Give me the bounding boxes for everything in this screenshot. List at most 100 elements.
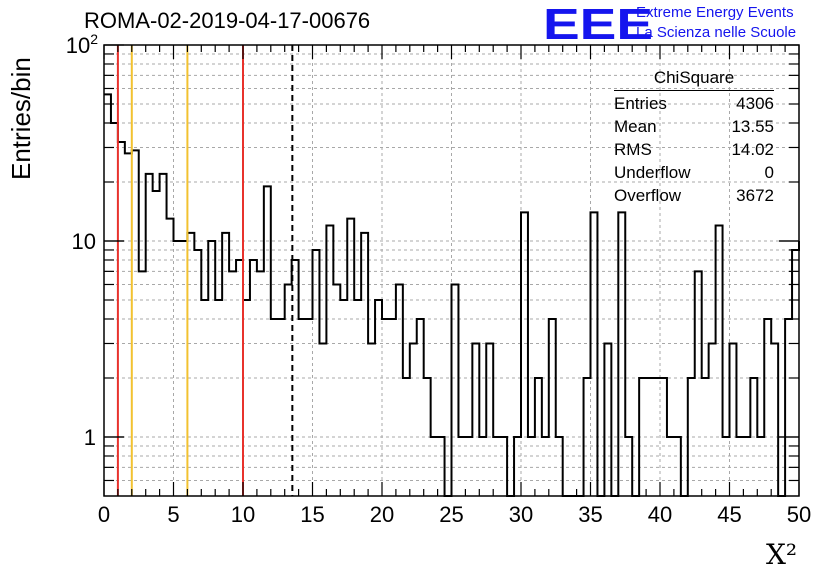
histogram-bin [194, 250, 201, 496]
histogram-bin [556, 437, 563, 496]
y-tick-label: 10 [72, 229, 96, 254]
histogram-bin [180, 241, 187, 496]
x-tick-label: 40 [648, 502, 672, 527]
logo-line-2: La Scienza nelle Scuole [636, 24, 797, 41]
stats-value: 4306 [736, 94, 774, 113]
histogram-bin [709, 343, 716, 496]
histogram-bin [646, 378, 653, 496]
stats-value: 14.02 [731, 140, 774, 159]
histogram-bin [660, 378, 667, 496]
histogram-bin [702, 378, 709, 496]
histogram-bin [132, 150, 139, 496]
histogram-bin [771, 343, 778, 496]
histogram-bin [271, 319, 278, 496]
stats-label: RMS [614, 140, 652, 159]
histogram-bin [549, 319, 556, 496]
x-tick-label: 25 [439, 502, 463, 527]
histogram-bin [750, 378, 757, 496]
histogram-bin [250, 260, 257, 496]
eee-logo: EEE [543, 0, 654, 49]
histogram-bin [264, 186, 271, 496]
x-tick-label: 15 [300, 502, 324, 527]
histogram-bin [361, 233, 368, 496]
histogram-bin [757, 437, 764, 496]
histogram-bin [326, 225, 333, 496]
stats-label: Underflow [614, 163, 691, 182]
chart-title: ROMA-02-2019-04-17-00676 [84, 8, 371, 33]
histogram-bin [792, 250, 799, 496]
histogram-bin [333, 284, 340, 496]
histogram-bin [160, 174, 167, 496]
histogram-bin [591, 212, 598, 496]
histogram-bin [479, 437, 486, 496]
histogram-bin [688, 378, 695, 496]
histogram-bin [215, 300, 222, 496]
histogram-bin [368, 343, 375, 496]
histogram-bin [118, 142, 125, 496]
histogram-bin [639, 378, 646, 496]
x-tick-label: 0 [98, 502, 110, 527]
histogram-bin [229, 271, 236, 496]
histogram-bin [438, 437, 445, 496]
stats-row-overflow: Overflow 3672 [614, 184, 774, 207]
x-tick-label: 35 [578, 502, 602, 527]
histogram-bin [125, 153, 132, 496]
histogram-bin [375, 300, 382, 496]
histogram-bin [139, 271, 146, 496]
histogram-bin [382, 319, 389, 496]
y-tick-label: 102 [66, 31, 98, 58]
axis-ticks [103, 44, 800, 496]
histogram-bin [340, 300, 347, 496]
histogram-bin [535, 378, 542, 496]
histogram-bin [174, 241, 181, 496]
histogram-bin [403, 378, 410, 496]
histogram-bin [410, 343, 417, 496]
histogram-bin [319, 343, 326, 496]
stats-box: ChiSquare Entries 4306 Mean 13.55 RMS 14… [614, 68, 774, 207]
histogram-bin [730, 343, 737, 496]
reference-lines [116, 45, 294, 496]
histogram-bin [674, 437, 681, 496]
stats-row-underflow: Underflow 0 [614, 161, 774, 184]
tick-labels: 0 5 10 15 20 25 30 35 40 45 50 1 10 102 [66, 31, 812, 527]
stats-row-entries: Entries 4306 [614, 92, 774, 115]
histogram-bin [278, 319, 285, 496]
histogram-bin [743, 437, 750, 496]
x-tick-label: 5 [167, 502, 179, 527]
histogram-bin [584, 378, 591, 496]
y-axis-label: Entries/bin [6, 57, 36, 180]
histogram-bin [625, 437, 632, 496]
histogram-bin [347, 219, 354, 496]
histogram-bin [104, 94, 111, 496]
histogram-bin [389, 319, 396, 496]
histogram-bin [208, 241, 215, 496]
histogram-bin [153, 191, 160, 496]
histogram-bin [716, 225, 723, 496]
y-tick-label: 1 [84, 425, 96, 450]
stats-label: Overflow [614, 186, 682, 205]
histogram-bin [222, 233, 229, 496]
histogram-bin [723, 437, 730, 496]
histogram-bin [187, 233, 194, 496]
histogram-bin [236, 260, 243, 496]
histogram-bin [521, 212, 528, 496]
histogram-bin [514, 437, 521, 496]
histogram-bin [396, 284, 403, 496]
histogram-bin [500, 437, 507, 496]
histogram-bin [736, 437, 743, 496]
histogram-bin [417, 319, 424, 496]
histogram-bin [452, 284, 459, 496]
histogram-bin [354, 300, 361, 496]
histogram-bin [472, 343, 479, 496]
x-tick-label: 30 [509, 502, 533, 527]
histogram-bin [604, 343, 611, 496]
histogram-bin [201, 300, 208, 496]
histogram-bin [486, 343, 493, 496]
histogram-bin [111, 123, 118, 496]
histogram-bin [285, 284, 292, 496]
x-tick-label: 50 [787, 502, 811, 527]
histogram-bin [146, 174, 153, 496]
stats-label: Mean [614, 117, 657, 136]
stats-row-rms: RMS 14.02 [614, 138, 774, 161]
